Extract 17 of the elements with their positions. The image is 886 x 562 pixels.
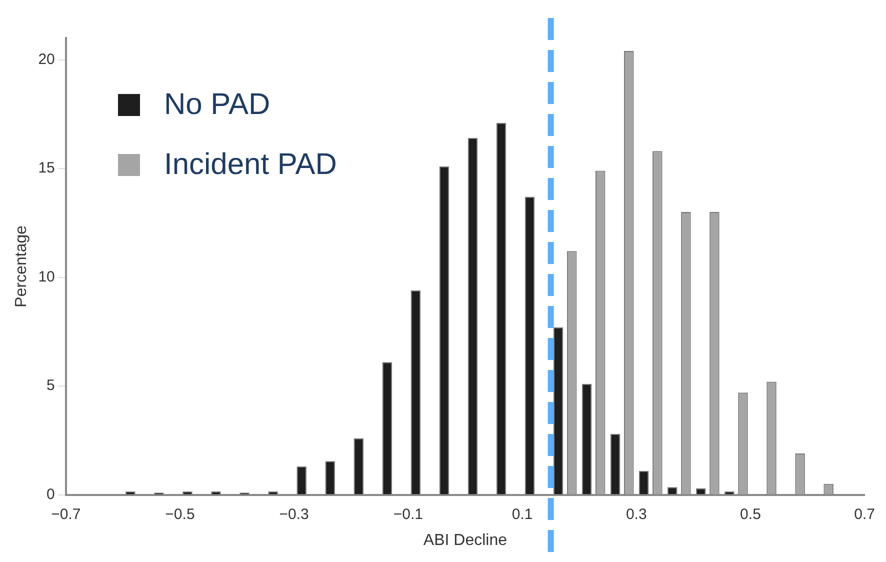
y-tick-label: 5 [46, 377, 55, 394]
legend-label: No PAD [164, 88, 270, 122]
y-tick-label: 10 [38, 268, 55, 286]
y-tick-label: 20 [38, 50, 55, 68]
x-tick-label: 0.1 [512, 506, 533, 523]
x-tick-label: 0.7 [854, 506, 876, 523]
x-tick-label: 0.3 [626, 506, 647, 523]
x-tick-label: −0.1 [393, 506, 423, 523]
x-tick-label: −0.3 [279, 506, 309, 523]
y-tick-label: 0 [46, 486, 55, 503]
y-axis-title: Percentage [13, 225, 30, 308]
x-axis-title: ABI Decline [423, 532, 508, 549]
x-tick-label: −0.5 [165, 506, 195, 523]
x-tick-label: 0.5 [740, 506, 761, 523]
legend-label: Incident PAD [164, 148, 337, 182]
x-tick-label: −0.7 [51, 506, 81, 523]
y-tick-label: 15 [38, 160, 55, 177]
